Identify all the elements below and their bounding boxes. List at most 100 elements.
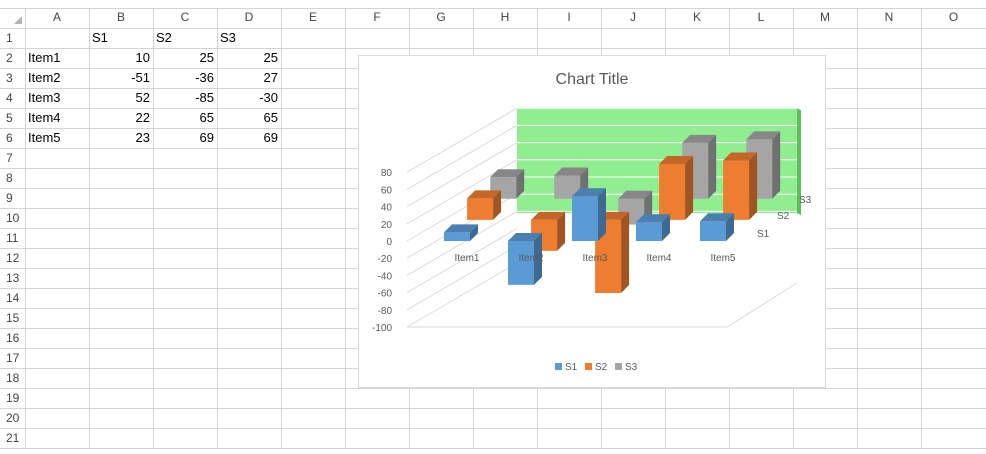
row-header-18[interactable]: 18 (6, 371, 20, 385)
depth-axis-label: S3 (799, 195, 812, 206)
y-tick-label: -80 (378, 306, 393, 317)
cell-d5[interactable]: 65 (263, 110, 278, 125)
column-header-h[interactable]: H (500, 10, 510, 24)
chart-object[interactable]: Chart Title 80 60 40 20 0 -20 -40 -60 -80 -100 Item… (358, 55, 826, 388)
chart-svg: Chart Title 80 60 40 20 0 -20 -40 -60 -80 -100 Item… (372, 71, 812, 373)
column-header-f[interactable]: F (373, 10, 381, 24)
legend-item-s3[interactable]: S3 (615, 362, 638, 373)
column-header-n[interactable]: N (884, 10, 894, 24)
bar-s2-item1[interactable] (467, 190, 502, 220)
cell-d2[interactable]: 25 (263, 50, 278, 65)
row-header-20[interactable]: 20 (6, 411, 20, 425)
svg-text:S3: S3 (625, 362, 638, 373)
cell-b4[interactable]: 52 (135, 90, 150, 105)
cell-d3[interactable]: 27 (263, 70, 278, 85)
row-header-3[interactable]: 3 (6, 71, 13, 85)
cell-d1[interactable]: S3 (220, 30, 236, 45)
bar-s1-item2[interactable] (508, 233, 542, 285)
svg-text:S2: S2 (595, 362, 608, 373)
column-header-c[interactable]: C (180, 10, 190, 24)
y-tick-label: -100 (372, 323, 392, 334)
column-header-e[interactable]: E (308, 10, 317, 24)
side-gridline (406, 228, 518, 294)
cell-c5[interactable]: 65 (199, 110, 214, 125)
row-header-6[interactable]: 6 (6, 131, 13, 145)
y-tick-label: 0 (386, 237, 392, 248)
row-header-1[interactable]: 1 (6, 31, 13, 45)
bar-s1-item5[interactable] (700, 213, 734, 241)
bar-s1-item3[interactable] (572, 188, 606, 241)
column-header-k[interactable]: K (692, 10, 701, 24)
row-header-13[interactable]: 13 (6, 271, 20, 285)
x-tick-label: Item2 (518, 253, 543, 264)
row-header-12[interactable]: 12 (6, 251, 20, 265)
row-header-15[interactable]: 15 (6, 311, 20, 325)
cell-c6[interactable]: 69 (199, 130, 214, 145)
cell-d4[interactable]: -30 (259, 90, 278, 105)
column-header-b[interactable]: B (116, 10, 125, 24)
chart-floor (407, 282, 798, 328)
y-tick-label: -60 (378, 289, 393, 300)
cell-c1[interactable]: S2 (156, 30, 172, 45)
cell-a5[interactable]: Item4 (28, 110, 61, 125)
column-header-l[interactable]: L (757, 10, 765, 24)
row-header-19[interactable]: 19 (6, 391, 20, 405)
row-header-2[interactable]: 2 (6, 51, 13, 65)
y-tick-label: -40 (378, 271, 393, 282)
side-gridline (406, 124, 518, 190)
cell-a2[interactable]: Item1 (28, 50, 61, 65)
column-header-m[interactable]: M (820, 10, 830, 24)
row-header-5[interactable]: 5 (6, 111, 13, 125)
cell-c3[interactable]: -36 (195, 70, 214, 85)
row-header-8[interactable]: 8 (6, 171, 13, 185)
svg-text:S1: S1 (565, 362, 578, 373)
cell-b1[interactable]: S1 (92, 30, 108, 45)
row-header-4[interactable]: 4 (6, 91, 13, 105)
bar-s2-item4[interactable] (659, 155, 694, 220)
column-header-g[interactable]: G (436, 10, 446, 24)
column-header-a[interactable]: A (52, 10, 61, 24)
legend-item-s2[interactable]: S2 (585, 362, 608, 373)
cell-c4[interactable]: -85 (195, 90, 214, 105)
y-tick-label: 80 (381, 168, 393, 179)
column-header-i[interactable]: I (567, 10, 571, 24)
side-gridline (406, 262, 518, 328)
cell-b3[interactable]: -51 (131, 70, 150, 85)
cell-a4[interactable]: Item3 (28, 90, 61, 105)
cell-b2[interactable]: 10 (135, 50, 150, 65)
row-header-21[interactable]: 21 (6, 431, 20, 445)
row-header-14[interactable]: 14 (6, 291, 20, 305)
cell-b5[interactable]: 22 (135, 110, 150, 125)
side-gridline (406, 245, 518, 311)
bar-s1-item4[interactable] (636, 214, 670, 241)
y-tick-label: 40 (381, 203, 393, 214)
x-tick-label: Item5 (710, 253, 735, 264)
row-header-10[interactable]: 10 (6, 211, 20, 225)
column-header-o[interactable]: O (948, 10, 959, 24)
column-header-j[interactable]: J (630, 10, 636, 24)
select-all-corner (14, 16, 22, 24)
row-header-11[interactable]: 11 (6, 231, 19, 245)
bar-s2-item5[interactable] (723, 152, 758, 220)
side-gridline (406, 210, 518, 276)
row-header-17[interactable]: 17 (6, 351, 20, 365)
row-header-16[interactable]: 16 (6, 331, 20, 345)
cell-d6[interactable]: 69 (263, 130, 278, 145)
cell-b6[interactable]: 23 (135, 130, 150, 145)
row-header-9[interactable]: 9 (6, 191, 13, 205)
cell-a3[interactable]: Item2 (28, 70, 61, 85)
y-tick-label: 60 (381, 185, 393, 196)
side-gridline (406, 107, 518, 173)
row-header-7[interactable]: 7 (6, 151, 13, 165)
cell-c2[interactable]: 25 (199, 50, 214, 65)
x-tick-label: Item3 (582, 253, 607, 264)
column-header-d[interactable]: D (244, 10, 254, 24)
chart-title[interactable]: Chart Title (556, 71, 629, 88)
cell-a6[interactable]: Item5 (28, 130, 61, 145)
header-bg (0, 0, 986, 28)
x-tick-label: Item1 (454, 253, 479, 264)
bar-s1-item1[interactable] (444, 224, 478, 241)
legend-item-s1[interactable]: S1 (555, 362, 578, 373)
chart-side-wall-edge (797, 108, 801, 216)
